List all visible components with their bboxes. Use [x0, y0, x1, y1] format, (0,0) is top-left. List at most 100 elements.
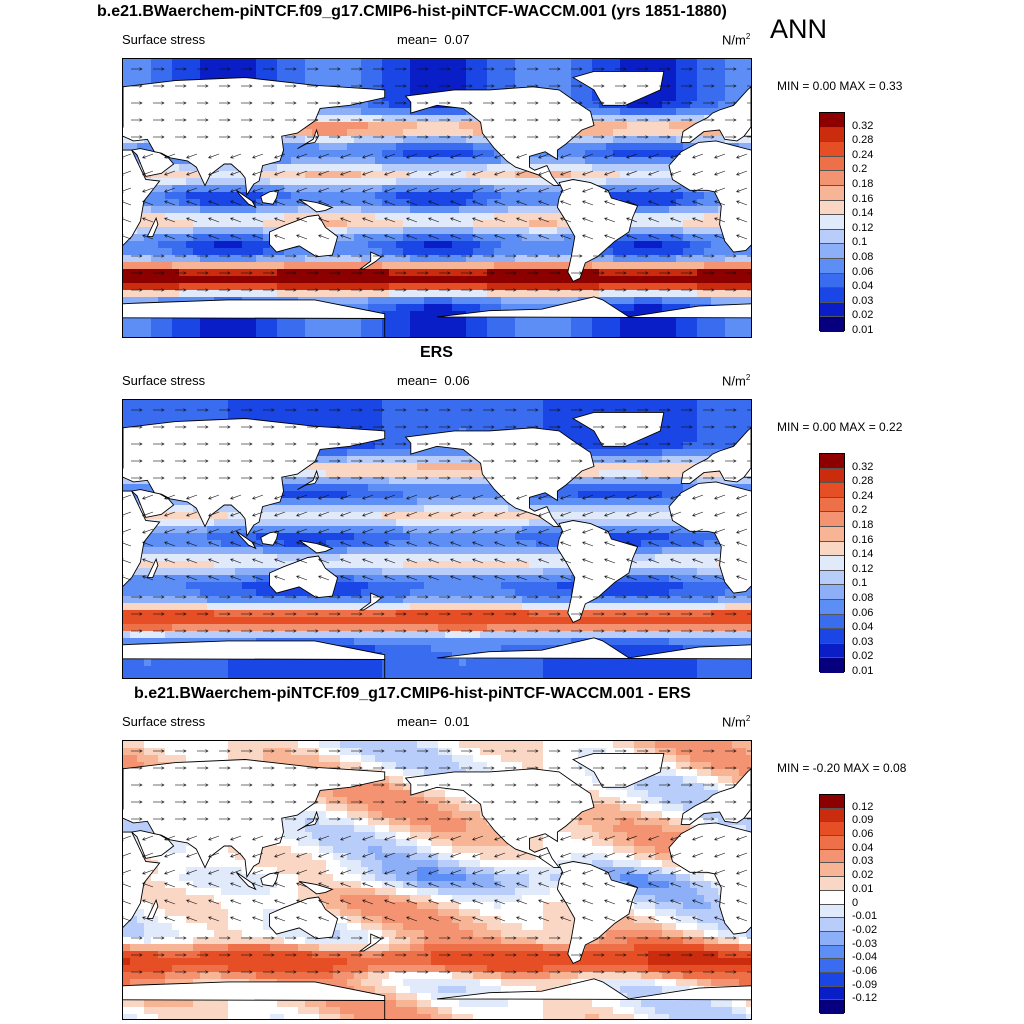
panel-1-units: N/m2: [722, 32, 750, 47]
panel-3-colorbar: [819, 794, 845, 1014]
colorbar-tick-label: 0.08: [852, 251, 874, 263]
colorbar-tick-label: 0.01: [852, 882, 874, 895]
colorbar-swatch: [820, 156, 844, 172]
panel-2-units-sup: 2: [745, 373, 751, 382]
colorbar-tick-label: 0.04: [852, 280, 874, 293]
colorbar-tick-label: 0.18: [852, 178, 874, 190]
panel-1-minmax: MIN = 0.00 MAX = 0.33: [777, 79, 903, 93]
colorbar-swatch: [820, 127, 844, 143]
colorbar-swatch: [820, 585, 844, 600]
colorbar-swatch: [820, 918, 844, 932]
colorbar-tick-label: 0.08: [852, 592, 874, 604]
panel-2-colorbar: [819, 453, 845, 673]
colorbar-tick-label: 0.03: [852, 635, 874, 648]
panel-3-map: [122, 740, 752, 1020]
colorbar-tick-label: 0.02: [852, 309, 874, 322]
colorbar-swatch: [820, 317, 844, 332]
colorbar-swatch: [820, 599, 844, 615]
colorbar-swatch: [820, 836, 844, 850]
panel-3-variable: Surface stress: [122, 714, 206, 729]
colorbar-swatch: [820, 229, 844, 245]
colorbar-swatch: [820, 113, 844, 128]
colorbar-tick-label: 0.12: [852, 221, 874, 234]
panel-2-units-text: N/m: [722, 373, 746, 389]
colorbar-tick-label: 0.1: [852, 236, 868, 249]
colorbar-tick-label: -0.09: [852, 978, 878, 991]
colorbar-tick-label: -0.04: [852, 951, 878, 964]
colorbar-tick-label: 0.16: [852, 533, 874, 546]
panel-1-mean: mean= 0.07: [397, 32, 470, 47]
colorbar-swatch: [820, 849, 844, 864]
colorbar-swatch: [820, 541, 844, 557]
colorbar-swatch: [820, 244, 844, 259]
panel-2-minmax: MIN = 0.00 MAX = 0.22: [777, 420, 903, 434]
colorbar-swatch: [820, 512, 844, 527]
panel-3-mean-label: mean=: [397, 714, 438, 729]
panel-2-units: N/m2: [722, 373, 750, 388]
panel-1-map: [122, 58, 752, 338]
colorbar-swatch: [820, 497, 844, 513]
colorbar-swatch: [820, 959, 844, 973]
panel-1-units-text: N/m: [722, 32, 746, 48]
panel-3-units-text: N/m: [722, 714, 746, 730]
panel-1-variable: Surface stress: [122, 32, 206, 47]
colorbar-tick-label: 0.14: [852, 548, 874, 561]
colorbar-swatch: [820, 258, 844, 274]
colorbar-swatch: [820, 658, 844, 673]
colorbar-swatch: [820, 185, 844, 201]
colorbar-swatch: [820, 945, 844, 960]
colorbar-tick-label: 0.06: [852, 828, 874, 841]
colorbar-tick-label: 0.06: [852, 606, 874, 619]
colorbar-swatch: [820, 795, 844, 809]
colorbar-swatch: [820, 643, 844, 659]
colorbar-swatch: [820, 614, 844, 630]
main-title: b.e21.BWaerchem-piNTCF.f09_g17.CMIP6-his…: [97, 3, 727, 20]
colorbar-tick-label: 0.03: [852, 855, 874, 868]
colorbar-tick-label: 0.01: [852, 324, 874, 336]
panel-3-mean-value: 0.01: [444, 714, 470, 729]
colorbar-swatch: [820, 273, 844, 289]
colorbar-swatch: [820, 142, 844, 157]
continents: [123, 411, 751, 678]
colorbar-swatch: [820, 288, 844, 303]
stress-field: [123, 400, 751, 678]
wind-vectors: [123, 749, 751, 974]
continents: [123, 752, 751, 1019]
panel-1-mean-value: 0.07: [444, 32, 470, 47]
wind-vectors: [123, 408, 751, 633]
colorbar-tick-label: 0.16: [852, 192, 874, 205]
colorbar-swatch: [820, 972, 844, 987]
colorbar-swatch: [820, 526, 844, 542]
colorbar-tick-label: 0.02: [852, 869, 874, 882]
colorbar-tick-label: 0: [852, 896, 859, 909]
colorbar-swatch: [820, 302, 844, 318]
colorbar-tick-label: 0.04: [852, 841, 874, 854]
colorbar-swatch: [820, 931, 844, 946]
colorbar-swatch: [820, 556, 844, 571]
wind-vectors: [123, 67, 751, 292]
colorbar-tick-label: 0.09: [852, 814, 874, 827]
colorbar-tick-label: 0.12: [852, 562, 874, 575]
panel-3-minmax: MIN = -0.20 MAX = 0.08: [777, 761, 907, 775]
panel-2-mean-label: mean=: [397, 373, 438, 388]
colorbar-tick-label: 0.03: [852, 294, 874, 307]
colorbar-tick-label: -0.01: [852, 910, 878, 923]
panel-1-colorbar: [819, 112, 845, 332]
colorbar-tick-label: 0.18: [852, 519, 874, 531]
panel-2-map: [122, 399, 752, 679]
panel-2-mean-value: 0.06: [444, 373, 470, 388]
colorbar-tick-label: 0.28: [852, 134, 874, 147]
colorbar-swatch: [820, 808, 844, 823]
colorbar-swatch: [820, 483, 844, 498]
colorbar-swatch: [820, 822, 844, 837]
panel-2-variable: Surface stress: [122, 373, 206, 388]
colorbar-tick-label: 0.14: [852, 207, 874, 220]
colorbar-tick-label: -0.02: [852, 923, 878, 936]
colorbar-swatch: [820, 890, 844, 905]
panel-2-title: ERS: [420, 344, 453, 361]
colorbar-tick-label: 0.01: [852, 665, 874, 677]
panel-1-units-sup: 2: [745, 32, 751, 41]
colorbar-swatch: [820, 863, 844, 878]
colorbar-tick-label: 0.04: [852, 621, 874, 634]
colorbar-swatch: [820, 200, 844, 216]
